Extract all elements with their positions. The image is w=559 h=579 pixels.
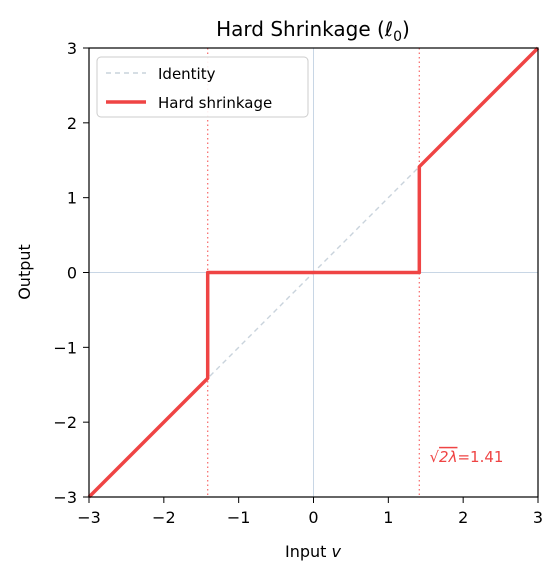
annotation-radicand: 2λ [439,448,457,466]
series-layer [87,46,540,499]
x-tick-label: 0 [308,508,318,527]
x-tick-label: −1 [227,508,251,527]
legend-label-identity: Identity [158,65,216,83]
threshold-annotation: √2λ=1.41 [429,448,503,466]
x-tick-label: 3 [533,508,543,527]
chart-title-symbol: ℓ [384,17,393,41]
x-tick-label: 2 [458,508,468,527]
axis-ticks: −3 −2 −1 0 1 2 3 −3 −2 −1 0 1 2 3 [53,39,543,527]
x-axis-label-var: v [332,542,342,561]
series-line-hard-shrinkage [87,46,540,499]
chart-title-main: Hard Shrinkage ( [216,17,385,41]
chart-title: Hard Shrinkage (ℓ0) [216,17,410,45]
y-tick-label: 3 [67,39,77,58]
legend: Identity Hard shrinkage [96,56,309,118]
annotation-value: =1.41 [457,448,503,466]
legend-label-hard-shrinkage: Hard shrinkage [158,94,272,112]
x-tick-label: −2 [152,508,176,527]
chart-title-subscript: 0 [393,29,402,45]
annotation-sqrt-symbol: √ [429,448,439,466]
y-tick-label: −2 [53,413,77,432]
y-tick-label: −3 [53,488,77,507]
y-tick-label: 1 [67,189,77,208]
x-axis-label-main: Input [285,542,332,561]
y-tick-label: −1 [53,338,77,357]
y-tick-label: 2 [67,114,77,133]
y-tick-label: 0 [67,264,77,283]
legend-box [96,56,309,118]
chart-title-close: ) [402,17,410,41]
x-tick-label: 1 [383,508,393,527]
x-axis-label: Input v [285,542,342,561]
x-tick-label: −3 [77,508,101,527]
y-axis-label: Output [15,244,34,300]
